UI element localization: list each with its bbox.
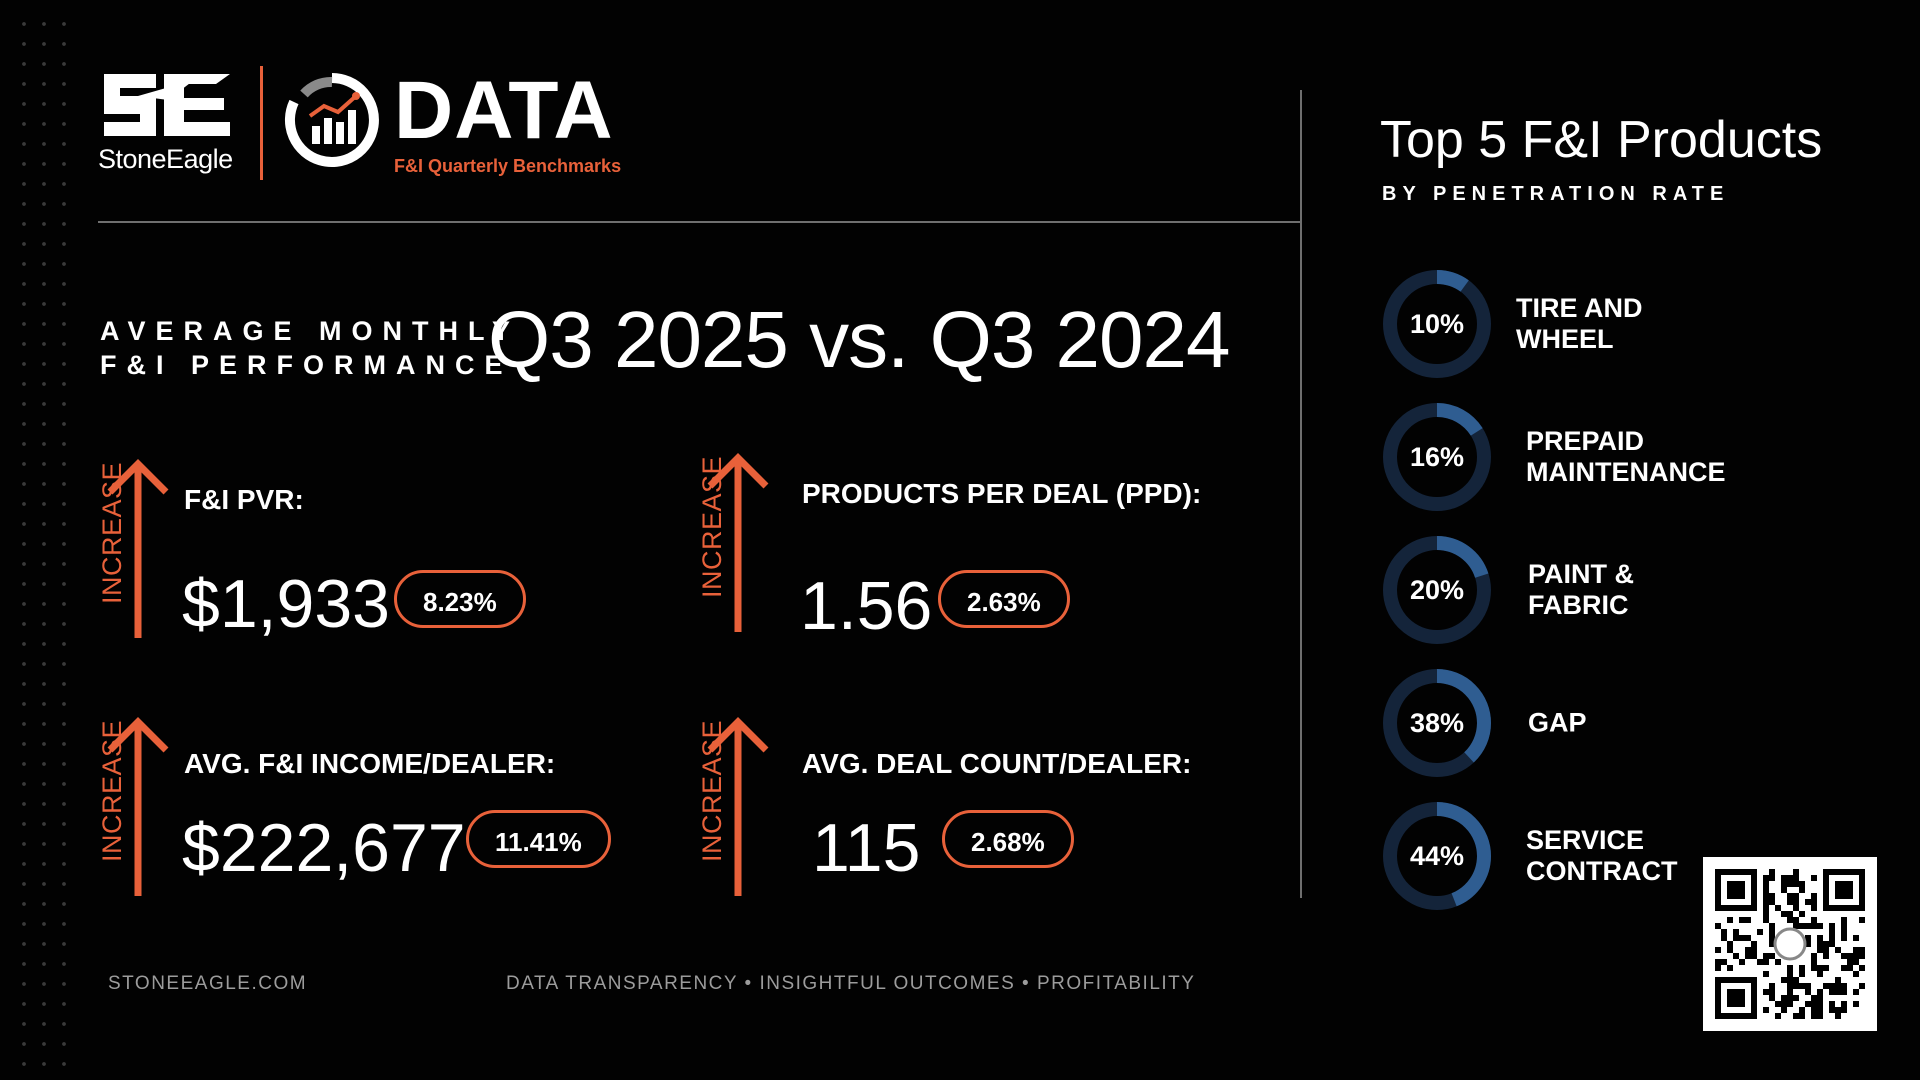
metric-deal-count: INCREASE AVG. DEAL COUNT/DEALER: 115 2.6… <box>697 716 1260 896</box>
metric-income: INCREASE AVG. F&I INCOME/DEALER: $222,67… <box>97 716 660 896</box>
logo-divider <box>260 66 263 180</box>
product-name: PAINT & FABRIC <box>1528 559 1788 621</box>
product-name-line2: WHEEL <box>1516 324 1614 354</box>
product-name-line2: FABRIC <box>1528 590 1629 620</box>
change-badge: 2.68% <box>942 810 1074 868</box>
metric-ppd: INCREASE PRODUCTS PER DEAL (PPD): 1.56 2… <box>697 452 1260 640</box>
up-arrow-icon <box>107 459 169 638</box>
product-item: 20% PAINT & FABRIC <box>1380 533 1780 647</box>
product-name-line1: PAINT & <box>1528 559 1634 589</box>
tagline: DATA TRANSPARENCY • INSIGHTFUL OUTCOMES … <box>506 973 1196 994</box>
change-badge: 8.23% <box>394 570 526 628</box>
metric-value: 115 <box>812 810 921 886</box>
ring-gauge-icon <box>1383 403 1491 511</box>
metric-pvr: INCREASE F&I PVR: $1,933 8.23% <box>97 458 660 642</box>
headline-label-line2: F&I PERFORMANCE <box>100 350 513 380</box>
stoneeagle-logo-icon <box>104 74 230 136</box>
ring-gauge-icon <box>1383 802 1491 910</box>
product-percent: 16% <box>1409 442 1465 472</box>
product-item: 10% TIRE AND WHEEL <box>1380 267 1780 381</box>
product-name: TIRE AND WHEEL <box>1516 293 1776 355</box>
metric-value: 1.56 <box>800 568 933 644</box>
product-name: SERVICE CONTRACT <box>1526 825 1786 887</box>
product-name: PREPAID MAINTENANCE <box>1526 426 1786 488</box>
ring-gauge-icon <box>1383 536 1491 644</box>
metric-label: F&I PVR: <box>184 484 304 515</box>
website-link[interactable]: STONEEAGLE.COM <box>108 973 308 994</box>
up-arrow-icon <box>707 717 769 896</box>
product-name-line1: GAP <box>1528 707 1587 738</box>
product-percent: 20% <box>1409 575 1465 605</box>
top-products-subtitle: BY PENETRATION RATE <box>1382 183 1730 205</box>
data-subtitle: F&I Quarterly Benchmarks <box>394 156 622 176</box>
metric-value: $1,933 <box>182 566 390 642</box>
metric-label: PRODUCTS PER DEAL (PPD): <box>802 478 1202 509</box>
qr-pattern <box>1715 869 1865 1019</box>
data-chart-logo-icon <box>285 73 379 167</box>
product-name-line1: SERVICE <box>1526 825 1645 855</box>
panel-divider <box>1300 90 1302 898</box>
qr-code-icon[interactable] <box>1703 857 1877 1031</box>
product-item: 16% PREPAID MAINTENANCE <box>1380 400 1780 514</box>
product-name-line2: MAINTENANCE <box>1526 457 1726 487</box>
product-percent: 38% <box>1409 708 1465 738</box>
increase-label: INCREASE <box>97 461 127 604</box>
up-arrow-icon <box>707 453 769 632</box>
change-badge: 11.41% <box>466 810 611 868</box>
data-title: DATA <box>394 65 614 156</box>
header-divider <box>98 221 1300 223</box>
increase-label: INCREASE <box>697 719 727 862</box>
dot-pattern <box>14 14 66 1066</box>
brand-name: StoneEagle <box>98 144 233 174</box>
headline-label: AVERAGE MONTHLY F&I PERFORMANCE <box>100 314 520 382</box>
metric-label: AVG. DEAL COUNT/DEALER: <box>802 748 1192 779</box>
product-percent: 44% <box>1409 841 1465 871</box>
headline-comparison: Q3 2025 vs. Q3 2024 <box>488 295 1231 384</box>
increase-label: INCREASE <box>97 719 127 862</box>
product-name-line1: PREPAID <box>1526 426 1645 456</box>
metric-value: $222,677 <box>182 810 466 886</box>
product-name-line1: TIRE AND <box>1516 293 1643 323</box>
product-item: 38% GAP <box>1380 666 1780 780</box>
top-products-title: Top 5 F&I Products <box>1380 111 1823 169</box>
product-name: GAP <box>1528 708 1788 739</box>
headline-label-line1: AVERAGE MONTHLY <box>100 316 521 346</box>
product-name-line2: CONTRACT <box>1526 856 1678 886</box>
change-badge: 2.63% <box>938 570 1070 628</box>
product-item: 44% SERVICE CONTRACT <box>1380 799 1780 913</box>
ring-gauge-icon <box>1383 270 1491 378</box>
increase-label: INCREASE <box>697 455 727 598</box>
metric-label: AVG. F&I INCOME/DEALER: <box>184 748 556 779</box>
product-percent: 10% <box>1409 309 1465 339</box>
up-arrow-icon <box>107 717 169 896</box>
ring-gauge-icon <box>1383 669 1491 777</box>
